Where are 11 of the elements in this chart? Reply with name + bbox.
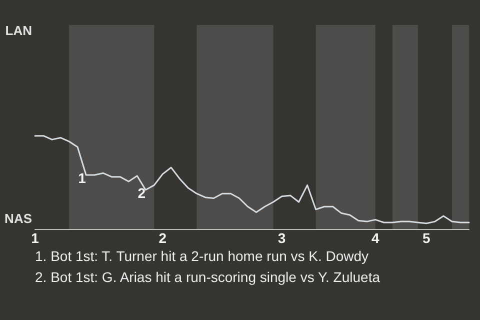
annotation: 2 <box>138 184 146 201</box>
x-tick-label: 3 <box>278 230 286 246</box>
text: NAS <box>4 211 32 226</box>
text: 1. Bot 1st: T. Turner hit a 2-run home run vs K. Dowdy <box>35 248 369 264</box>
annotation: 1 <box>78 170 86 186</box>
x-tick-label: 2 <box>158 230 167 246</box>
text: LAN <box>5 23 32 38</box>
x-tick-label: 5 <box>422 230 431 246</box>
text: 2. Bot 1st: G. Arias hit a run-scoring single vs Y. Zulueta <box>35 269 380 285</box>
x-tick-label: 1 <box>31 230 40 246</box>
x-tick-label: 4 <box>371 230 380 246</box>
